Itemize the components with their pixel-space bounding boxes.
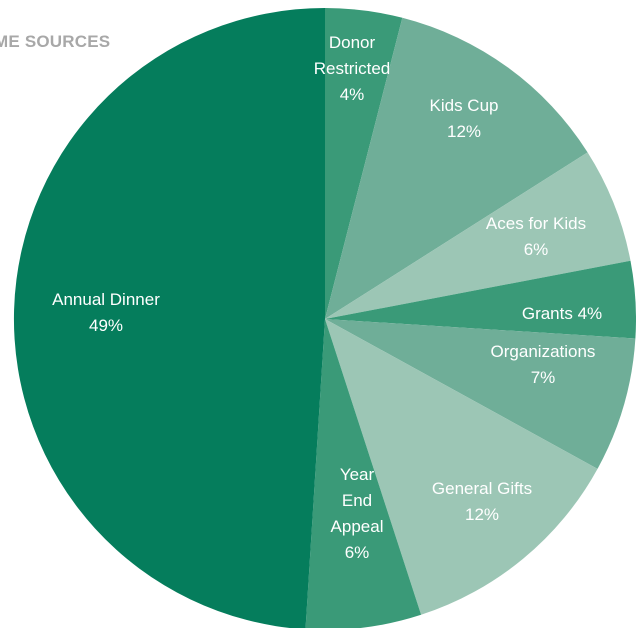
- pie-labels: Donor Restricted 4% Kids Cup 12% Aces for Kid…: [52, 33, 602, 562]
- slice-label-line: 12%: [447, 122, 481, 141]
- slice-label-annual-dinner: Annual Dinner 49%: [52, 290, 160, 335]
- slice-label-line: Annual Dinner: [52, 290, 160, 309]
- slice-label-line: Year: [340, 465, 375, 484]
- pie-slice-donor: [325, 8, 403, 319]
- slice-label-line: 6%: [524, 240, 549, 259]
- slice-label-line: Organizations: [491, 342, 596, 361]
- pie-slice-year: [305, 319, 422, 628]
- pie-slice-grants-4: [325, 260, 636, 339]
- pie-slices: [13, 8, 636, 628]
- pie-slice-organizations: [325, 319, 636, 469]
- slice-label-line: 12%: [465, 505, 499, 524]
- slice-label-kids-cup: Kids Cup 12%: [430, 96, 499, 141]
- pie-slice-general-gifts: [325, 319, 598, 615]
- slice-label-grants-4: Grants 4%: [522, 304, 602, 323]
- slice-label-line: 6%: [345, 543, 370, 562]
- slice-label-line: Kids Cup: [430, 96, 499, 115]
- slice-label-general-gifts: General Gifts 12%: [432, 479, 532, 524]
- slice-label-aces-for-kids: Aces for Kids 6%: [486, 214, 586, 259]
- slice-label-line: Grants 4%: [522, 304, 602, 323]
- slice-label-line: Donor: [329, 33, 376, 52]
- slice-label-donor: Donor Restricted 4%: [314, 33, 391, 104]
- slice-label-line: General Gifts: [432, 479, 532, 498]
- slice-label-line: Aces for Kids: [486, 214, 586, 233]
- pie-slice-annual-dinner: [13, 8, 325, 628]
- slice-label-line: Appeal: [331, 517, 384, 536]
- chart-title: ME SOURCES: [0, 32, 111, 51]
- slice-label-line: 49%: [89, 316, 123, 335]
- pie-slice-aces-for-kids: [325, 152, 631, 319]
- slice-label-line: 4%: [340, 85, 365, 104]
- slice-label-organizations: Organizations 7%: [491, 342, 596, 387]
- slice-label-line: End: [342, 491, 372, 510]
- slice-label-year: Year End Appeal 6%: [331, 465, 384, 562]
- pie-slice-kids-cup: [325, 17, 588, 320]
- slice-label-line: Restricted: [314, 59, 391, 78]
- slice-label-line: 7%: [531, 368, 556, 387]
